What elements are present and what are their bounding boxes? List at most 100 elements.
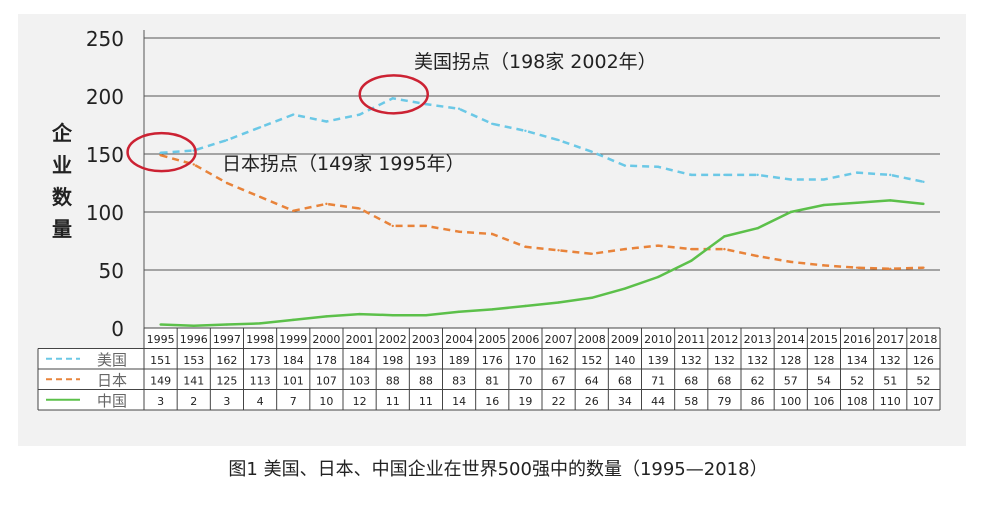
table-cell-series-2: 11 bbox=[386, 395, 400, 408]
table-cell-series-1: 54 bbox=[817, 374, 831, 387]
legend-label-series-1: 日本 bbox=[97, 371, 127, 389]
table-cell-series-0: 162 bbox=[548, 354, 569, 367]
table-cell-series-0: 152 bbox=[581, 354, 602, 367]
data-point-2 bbox=[491, 308, 494, 311]
data-point-2 bbox=[358, 312, 361, 316]
table-cell-series-0: 132 bbox=[747, 354, 768, 367]
data-point-2 bbox=[723, 235, 726, 238]
table-cell-series-2: 22 bbox=[552, 395, 566, 408]
table-cell-series-2: 4 bbox=[257, 395, 264, 408]
data-point-2 bbox=[889, 199, 892, 202]
data-point-1 bbox=[723, 247, 726, 251]
series-line-2 bbox=[160, 199, 924, 327]
table-cell-series-2: 7 bbox=[290, 395, 297, 408]
data-point-1 bbox=[424, 224, 428, 228]
highlight-circle-0 bbox=[358, 74, 429, 115]
x-tick-label: 2005 bbox=[478, 333, 506, 346]
data-point-0 bbox=[292, 113, 295, 116]
table-cell-series-0: 153 bbox=[183, 354, 204, 367]
table-cell-series-2: 110 bbox=[880, 395, 901, 408]
data-point-1 bbox=[557, 249, 560, 252]
data-point-1 bbox=[258, 195, 262, 199]
table-cell-series-2: 79 bbox=[717, 395, 731, 408]
data-point-0 bbox=[822, 178, 826, 181]
table-cell-series-0: 140 bbox=[614, 354, 635, 367]
table-cell-series-0: 128 bbox=[813, 354, 834, 367]
data-point-0 bbox=[855, 171, 859, 174]
data-point-1 bbox=[391, 224, 394, 228]
table-cell-series-1: 68 bbox=[684, 374, 698, 387]
highlight-circle-1 bbox=[126, 131, 197, 173]
table-cell-series-1: 67 bbox=[552, 374, 566, 387]
x-tick-label: 2009 bbox=[611, 333, 639, 346]
data-point-1 bbox=[822, 264, 826, 267]
x-tick-label: 2001 bbox=[346, 333, 374, 346]
table-cell-series-0: 132 bbox=[880, 354, 901, 367]
table-cell-series-0: 189 bbox=[449, 354, 470, 367]
table-cell-series-2: 3 bbox=[223, 395, 230, 408]
data-point-0 bbox=[159, 151, 162, 155]
data-point-0 bbox=[325, 120, 328, 123]
table-cell-series-1: 88 bbox=[419, 374, 433, 387]
data-point-0 bbox=[889, 173, 892, 177]
table-cell-series-1: 107 bbox=[316, 374, 337, 387]
table-cell-series-0: 170 bbox=[515, 354, 536, 367]
data-point-1 bbox=[491, 232, 494, 236]
data-point-0 bbox=[457, 107, 461, 110]
y-tick-label-50: 50 bbox=[99, 259, 124, 283]
data-point-2 bbox=[690, 259, 693, 262]
data-point-0 bbox=[590, 150, 593, 153]
x-tick-label: 2011 bbox=[677, 333, 705, 346]
y-tick-label-150: 150 bbox=[86, 143, 124, 167]
x-tick-label: 2002 bbox=[379, 333, 407, 346]
legend-label-series-0: 美国 bbox=[97, 351, 127, 369]
table-cell-series-2: 12 bbox=[353, 395, 367, 408]
table-cell-series-1: 51 bbox=[883, 374, 897, 387]
table-cell-series-2: 107 bbox=[913, 395, 934, 408]
legend-label-series-2: 中国 bbox=[97, 392, 127, 410]
y-tick-label-250: 250 bbox=[86, 27, 124, 51]
data-point-1 bbox=[922, 266, 925, 269]
data-point-2 bbox=[623, 287, 627, 290]
x-tick-label: 1999 bbox=[279, 333, 307, 346]
table-cell-series-2: 14 bbox=[452, 395, 466, 408]
table-cell-series-1: 57 bbox=[784, 374, 798, 387]
annotation-label-1: 日本拐点（149家 1995年） bbox=[222, 153, 465, 175]
data-point-1 bbox=[192, 163, 195, 166]
table-cell-series-1: 68 bbox=[618, 374, 632, 387]
table-cell-series-0: 126 bbox=[913, 354, 934, 367]
table-cell-series-0: 139 bbox=[648, 354, 669, 367]
table-cell-series-2: 58 bbox=[684, 395, 698, 408]
x-tick-label: 2014 bbox=[777, 333, 805, 346]
y-tick-label-200: 200 bbox=[86, 85, 124, 109]
x-tick-label: 2000 bbox=[312, 333, 340, 346]
table-cell-series-1: 83 bbox=[452, 374, 466, 387]
series-line-0 bbox=[160, 97, 924, 184]
data-point-1 bbox=[590, 252, 593, 255]
table-cell-series-0: 132 bbox=[681, 354, 702, 367]
x-tick-label: 2008 bbox=[578, 333, 606, 346]
table-cell-series-0: 178 bbox=[316, 354, 337, 367]
data-point-2 bbox=[855, 201, 859, 204]
data-point-1 bbox=[623, 247, 627, 251]
data-point-1 bbox=[789, 260, 792, 264]
data-point-1 bbox=[358, 207, 361, 210]
data-point-0 bbox=[391, 97, 394, 100]
x-tick-label: 2003 bbox=[412, 333, 440, 346]
y-axis-label-char-0: 企 bbox=[51, 121, 73, 145]
x-tick-label: 2013 bbox=[744, 333, 772, 346]
data-point-0 bbox=[491, 122, 494, 126]
data-point-2 bbox=[557, 301, 560, 304]
table-cell-series-1: 125 bbox=[216, 374, 237, 387]
table-cell-series-2: 86 bbox=[751, 395, 765, 408]
data-point-1 bbox=[756, 254, 759, 258]
data-point-2 bbox=[789, 210, 792, 214]
data-point-0 bbox=[225, 138, 229, 142]
x-tick-label: 2012 bbox=[710, 333, 738, 346]
table-cell-series-2: 2 bbox=[190, 395, 197, 408]
table-cell-series-0: 193 bbox=[415, 354, 436, 367]
data-point-0 bbox=[524, 129, 527, 132]
x-tick-label: 2017 bbox=[876, 333, 904, 346]
data-point-0 bbox=[723, 173, 726, 177]
